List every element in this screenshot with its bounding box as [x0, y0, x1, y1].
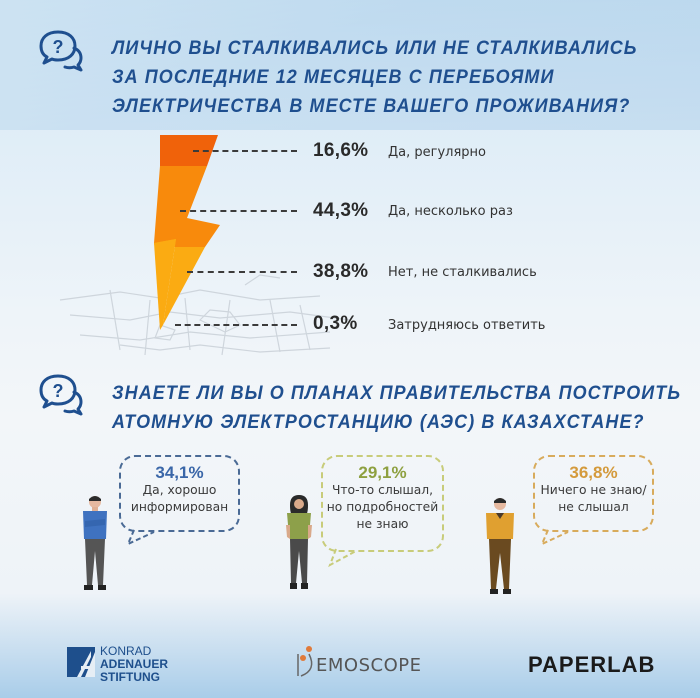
answer-value: 34,1% [155, 463, 204, 482]
svg-text:?: ? [53, 381, 64, 401]
leader-line [193, 150, 297, 152]
answer-label: но подробностей [326, 500, 439, 514]
answer-value: 36,8% [569, 463, 618, 482]
paperlab-logo: PAPERLAB [528, 652, 656, 677]
bubble-tail [540, 529, 569, 546]
speech-bubbles-question-icon: ? [39, 374, 83, 416]
demoscope-logo-mark-icon [297, 646, 313, 677]
lightning-bolt-chart [154, 135, 220, 330]
answer-label: Затрудняюсь ответить [388, 318, 546, 333]
question-1-title-line: ЭЛЕКТРИЧЕСТВА В МЕСТЕ ВАШЕГО ПРОЖИВАНИЯ? [112, 95, 631, 117]
kas-logo-mark-icon [67, 647, 95, 677]
svg-text:?: ? [53, 37, 64, 57]
answer-value: 44,3% [313, 200, 369, 221]
bolt-segment-no [154, 239, 205, 325]
answer-bubble-heard: 29,1% Что-то слышал, но подробностей не … [321, 455, 444, 552]
question-1-title-line: ЗА ПОСЛЕДНИЕ 12 МЕСЯЦЕВ С ПЕРЕБОЯМИ [112, 66, 555, 88]
kas-logo-line: ADENAUER [100, 657, 169, 671]
answer-value: 38,8% [313, 261, 369, 282]
bolt-segment-several [154, 166, 220, 247]
speech-bubbles-question-icon: ? [39, 30, 83, 72]
answer-label: информирован [130, 500, 229, 514]
answer-label: Нет, не сталкивались [388, 265, 537, 280]
leader-line [187, 271, 297, 273]
bubble-tail [126, 529, 155, 546]
answer-label: не слышал [558, 500, 629, 514]
answer-value: 29,1% [358, 463, 407, 482]
question-2-title-line: АТОМНУЮ ЭЛЕКТРОСТАНЦИЮ (АЭС) В КАЗАХСТАН… [112, 411, 645, 433]
question-1-title-line: ЛИЧНО ВЫ СТАЛКИВАЛИСЬ ИЛИ НЕ СТАЛКИВАЛИС… [112, 37, 638, 59]
bolt-segment-regular [160, 135, 218, 166]
answer-bubble-unaware: 36,8% Ничего не знаю/ не слышал [533, 455, 654, 532]
answer-value: 0,3% [313, 313, 358, 334]
person-man-orange-illustration [486, 498, 514, 594]
header-background [0, 0, 700, 130]
leader-line [180, 210, 297, 212]
leader-line [175, 324, 297, 326]
city-map-background [59, 274, 351, 356]
bubble-tail [328, 548, 357, 568]
person-woman-green-illustration [286, 495, 312, 589]
question-2-title: ЗНАЕТЕ ЛИ ВЫ О ПЛАНАХ ПРАВИТЕЛЬСТВА ПОСТ… [112, 379, 682, 437]
answer-value: 16,6% [313, 140, 369, 161]
person-man-blue-illustration [83, 496, 107, 590]
answer-label: Да, несколько раз [388, 204, 513, 219]
kas-logo-line: STIFTUNG [100, 670, 160, 684]
question-2-title-line: ЗНАЕТЕ ЛИ ВЫ О ПЛАНАХ ПРАВИТЕЛЬСТВА ПОСТ… [112, 382, 682, 404]
answer-label: Что-то слышал, [331, 483, 434, 497]
answer-bubble-informed: 34,1% Да, хорошо информирован [119, 455, 240, 532]
answer-label: Ничего не знаю/ [540, 483, 647, 497]
kas-logo-line: KONRAD [100, 644, 152, 658]
answer-label: Да, регулярно [388, 145, 486, 160]
answer-label: Да, хорошо [142, 483, 217, 497]
question-1-title: ЛИЧНО ВЫ СТАЛКИВАЛИСЬ ИЛИ НЕ СТАЛКИВАЛИС… [112, 34, 682, 121]
demoscope-logo-text: EMOSCOPE [316, 655, 422, 676]
answer-label: не знаю [356, 517, 409, 531]
